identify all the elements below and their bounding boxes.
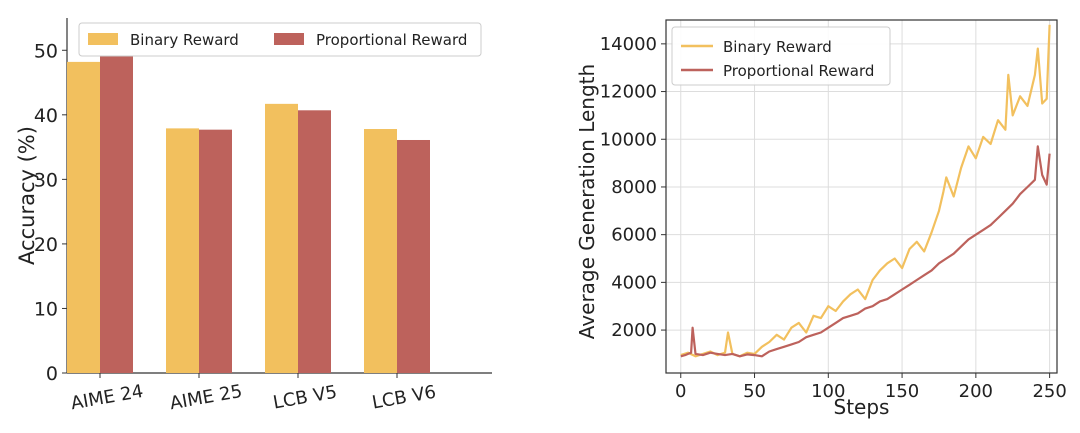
legend-label-binary: Binary Reward [130, 31, 239, 49]
x-tick-label: 50 [743, 381, 766, 402]
x-tick-label: 0 [675, 381, 686, 402]
bar-proportional-3 [397, 139, 430, 373]
y-tick-label: 2000 [611, 320, 657, 341]
y-tick-label: 50 [34, 40, 58, 62]
y-tick-label: 14000 [600, 34, 657, 55]
line-chart: 0 50 100 150 200 250 2000 4000 6000 8000 10000 1200… [575, 19, 1067, 419]
y-axis-label: Accuracy (%) [15, 126, 39, 265]
x-tick-label: 150 [885, 381, 919, 402]
series-line-proportional [680, 145, 1051, 358]
plot-frame [665, 19, 1058, 374]
legend-swatch-binary [88, 33, 118, 45]
x-tick-label: 250 [1032, 381, 1066, 402]
y-tick-label: 4000 [611, 272, 657, 293]
x-tick-label: AIME 24 [69, 381, 145, 414]
legend-label-proportional: Proportional Reward [316, 31, 467, 49]
y-axis-label: Average Generation Length [575, 64, 599, 339]
y-tick-label: 6000 [611, 225, 657, 246]
y-tick-label: 10000 [600, 129, 657, 150]
x-tick-label: LCB V5 [271, 382, 338, 414]
bar-binary-1 [166, 128, 199, 373]
bar-proportional-2 [298, 110, 331, 374]
x-axis-label: Steps [834, 395, 890, 419]
x-tick-label: 100 [811, 381, 845, 402]
legend: Binary Reward Proportional Reward [78, 22, 482, 57]
y-tick-label: 8000 [611, 177, 657, 198]
bar-proportional-1 [199, 129, 232, 373]
bar-binary-0 [67, 61, 100, 374]
x-tick-label: AIME 25 [168, 381, 244, 414]
y-tick-label: 30 [34, 169, 58, 191]
bar-chart: 0 10 20 30 40 50 AIME 24 AIME 25 LCB V5 LCB V6 Acc… [15, 18, 492, 414]
bar-binary-3 [364, 129, 397, 373]
legend-label-binary: Binary Reward [723, 38, 832, 56]
legend: Binary Reward Proportional Reward [671, 26, 891, 86]
y-tick-label: 40 [34, 105, 58, 127]
x-tick-label: 200 [959, 381, 993, 402]
y-tick-label: 12000 [600, 82, 657, 103]
legend-box [671, 26, 891, 86]
legend-label-proportional: Proportional Reward [723, 62, 874, 80]
y-tick-label: 10 [34, 298, 58, 320]
x-tick-label: LCB V6 [370, 382, 437, 414]
y-tick-label: 0 [46, 363, 58, 385]
legend-swatch-proportional [274, 33, 304, 45]
y-tick-label: 20 [34, 234, 58, 256]
bar-proportional-0 [100, 54, 133, 374]
bar-binary-2 [265, 103, 298, 373]
